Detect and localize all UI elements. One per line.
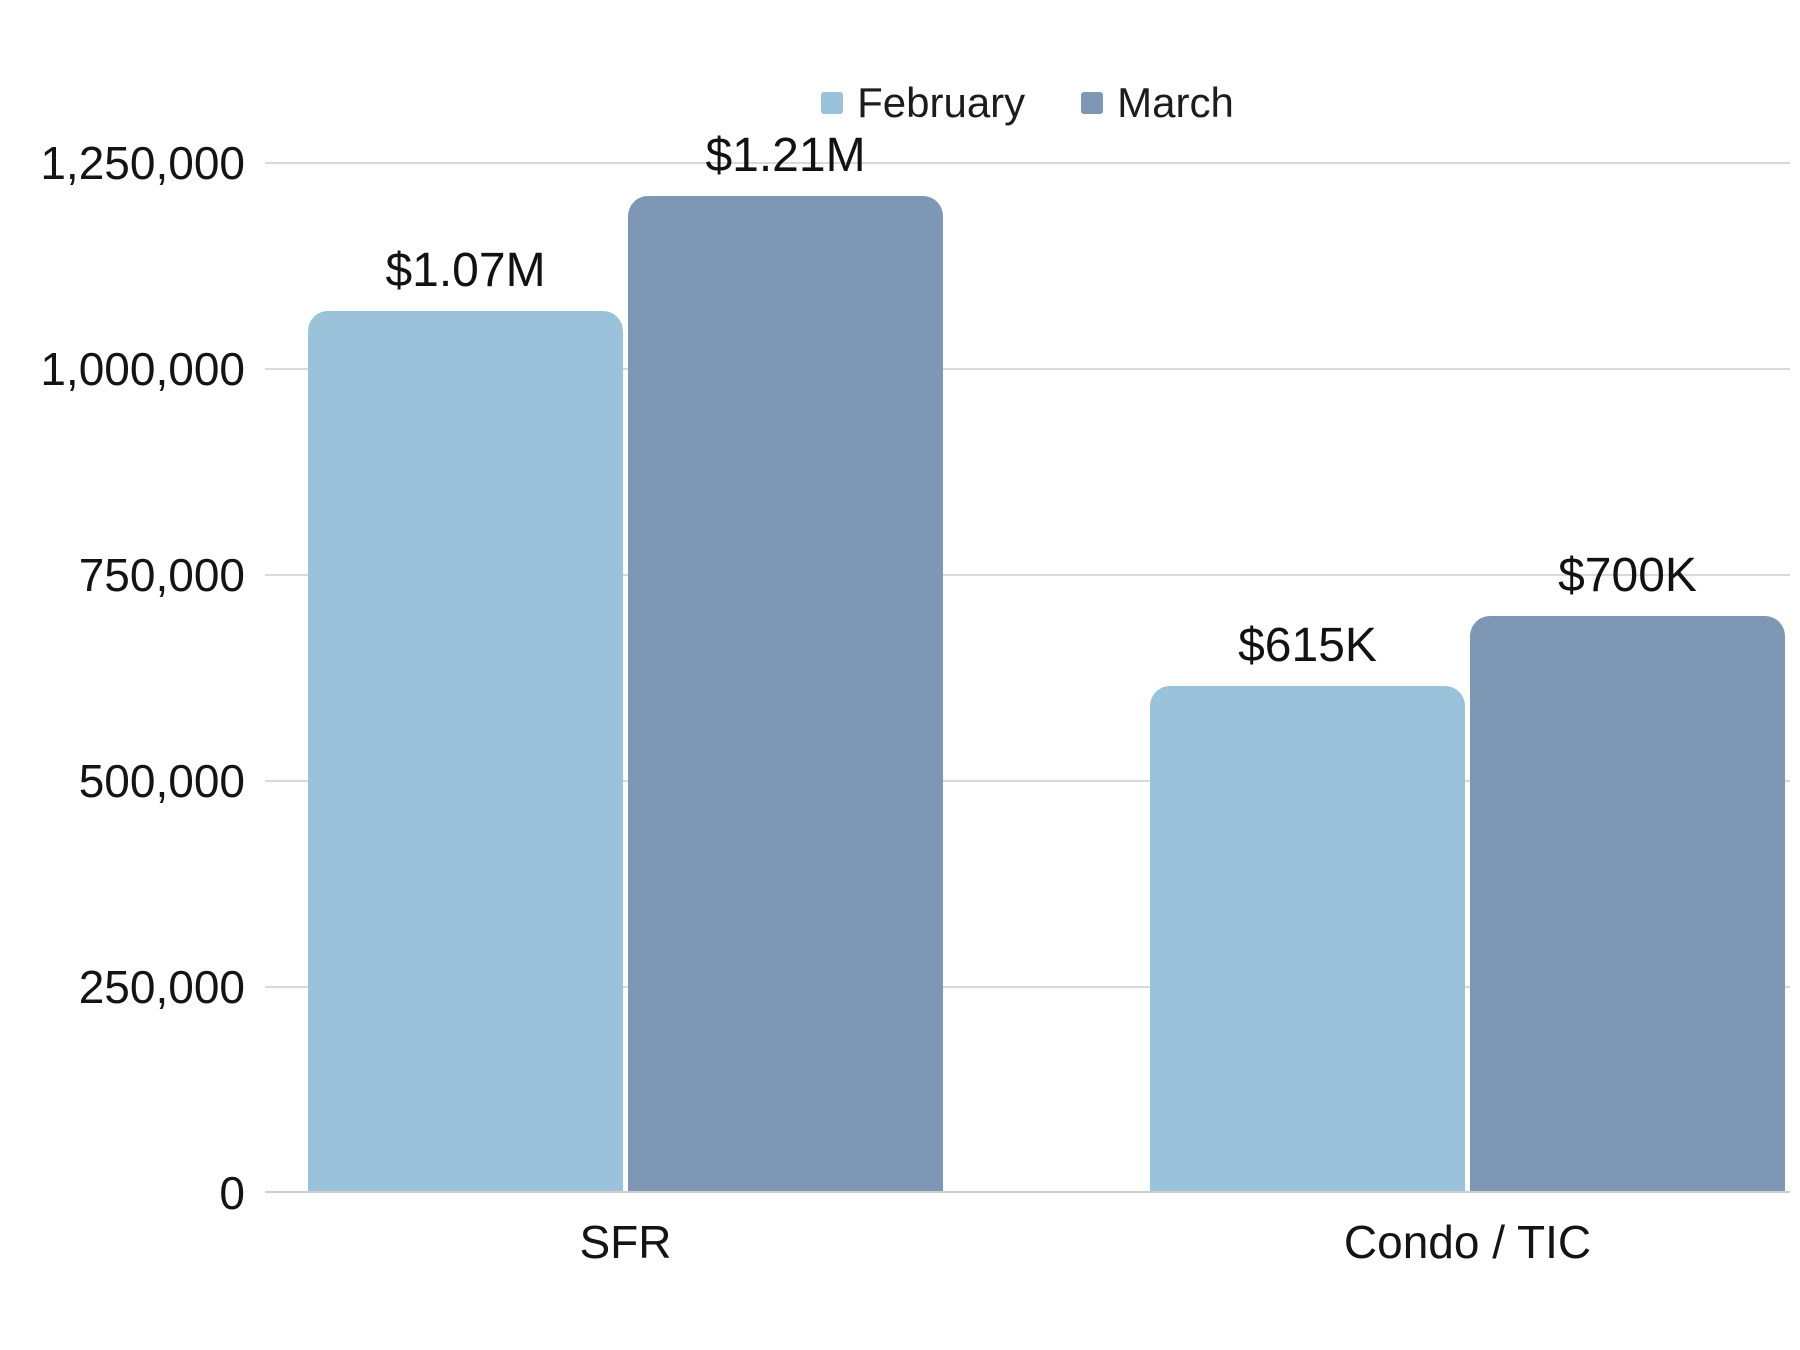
y-axis-tick-label: 250,000 (78, 961, 245, 1013)
bar-february-condo-tic (1150, 686, 1465, 1193)
x-axis-category-label: SFR (579, 1216, 672, 1268)
y-axis-tick-label: 1,250,000 (40, 137, 245, 189)
legend-label: March (1117, 79, 1234, 126)
bar-march-condo-tic (1470, 616, 1785, 1193)
x-axis-line (265, 1191, 1790, 1193)
gridline (265, 574, 1790, 576)
bar-march-sfr (628, 196, 943, 1193)
bar-value-label: $700K (1558, 549, 1697, 602)
bar-february-sfr (308, 311, 623, 1193)
gridline (265, 780, 1790, 782)
gridline (265, 368, 1790, 370)
y-axis-tick-label: 0 (219, 1167, 245, 1219)
bar-value-label: $615K (1238, 619, 1377, 672)
y-axis-tick-label: 500,000 (78, 755, 245, 807)
y-axis-tick-label: 1,000,000 (40, 343, 245, 395)
bar-value-label: $1.21M (705, 129, 866, 182)
legend-label: February (857, 79, 1026, 126)
x-axis-category-label: Condo / TIC (1343, 1216, 1592, 1268)
gridline (265, 986, 1790, 988)
legend-item-february: February (821, 82, 1025, 124)
chart-legend: February March (265, 82, 1790, 124)
bar-value-label: $1.07M (385, 244, 546, 297)
gridline (265, 162, 1790, 164)
legend-swatch-february-icon (821, 92, 844, 114)
legend-item-march: March (1081, 82, 1234, 124)
y-axis-tick-label: 750,000 (78, 549, 245, 601)
legend-swatch-march-icon (1081, 92, 1104, 114)
